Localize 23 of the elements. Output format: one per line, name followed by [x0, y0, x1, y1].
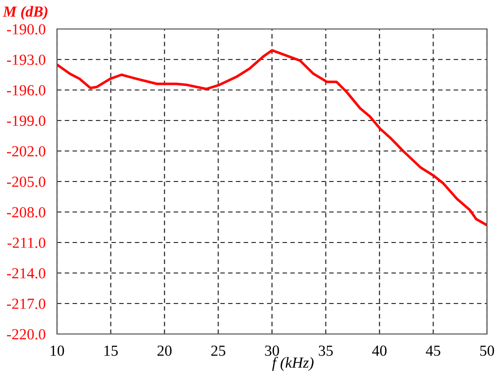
y-tick-label: -205.0: [6, 176, 46, 188]
y-tick-label: -199.0: [6, 116, 46, 126]
x-tick-label: 15: [104, 346, 118, 356]
line-series: [57, 49, 487, 226]
y-tick-label: -211.0: [8, 238, 46, 248]
x-tick-label: 10: [50, 346, 64, 356]
x-tick-label: 50: [480, 346, 494, 356]
y-tick-label: -214.0: [6, 268, 46, 279]
x-axis-title: f (kHz): [272, 356, 314, 371]
y-tick-label: -193.0: [6, 54, 46, 66]
y-tick-label: -220.0: [6, 329, 46, 340]
x-tick-label: 40: [372, 346, 387, 356]
y-tick-label: -190.0: [6, 24, 46, 35]
y-tick-label: -217.0: [6, 298, 46, 310]
x-tick-label: 30: [265, 346, 280, 356]
x-tick-label: 20: [158, 346, 172, 356]
x-tick-label: 35: [318, 346, 333, 356]
x-tick-label: 25: [211, 346, 226, 356]
y-axis-title: M (dB): [2, 6, 48, 20]
y-tick-label: -202.0: [6, 146, 46, 157]
x-tick-label: 45: [426, 346, 440, 356]
y-tick-label: -208.0: [6, 207, 46, 218]
y-tick-label: -196.0: [6, 85, 46, 96]
